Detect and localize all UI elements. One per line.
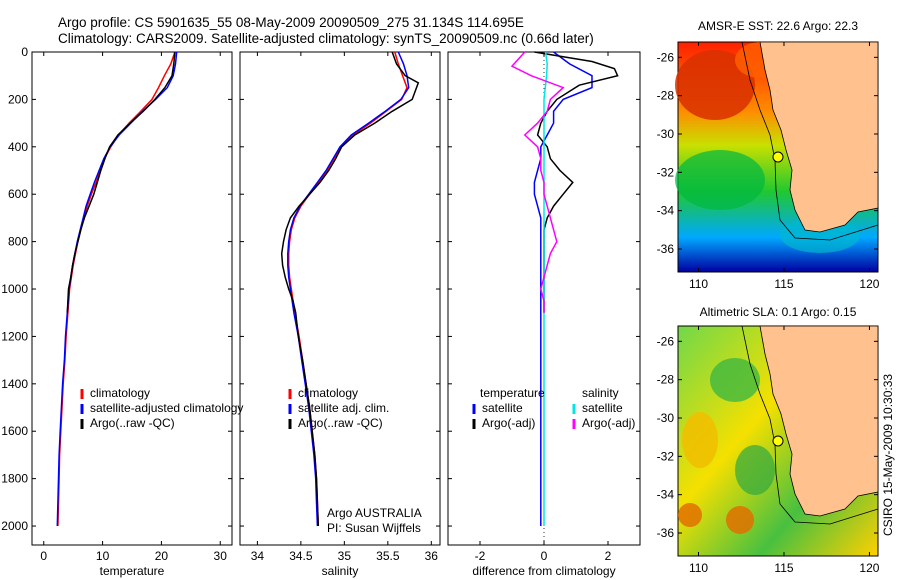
salinity-frame — [239, 51, 441, 546]
x-tick-label: -2 — [475, 549, 486, 563]
altimetric_sla_map-axes: -26 -28 -30 -32 -34 -36 110 115 120 — [657, 326, 880, 575]
x-tick-label: 34.5 — [289, 549, 313, 563]
series-line — [534, 51, 619, 313]
series-line — [287, 51, 410, 527]
map-x-tick-label: 115 — [774, 561, 793, 575]
legend-label: satellite adj. clim. — [298, 401, 389, 415]
sst-warm-patch — [675, 50, 755, 120]
header-title-line2: Climatology: CARS2009. Satellite-adjuste… — [58, 31, 594, 46]
series-line — [57, 51, 176, 527]
series-line — [280, 51, 420, 527]
x-tick-label: 20 — [155, 549, 169, 563]
map-x-tick-label: 120 — [859, 561, 879, 575]
salinity-panel: 34 34.5 35 35.5 36 salinity climatologysatelli… — [239, 51, 441, 578]
legend-label: Argo(-adj) — [582, 416, 635, 430]
side-label: CSIRO 15-May-2009 10:30:33 — [881, 374, 895, 536]
y-tick-label: 1200 — [1, 329, 28, 343]
map-y-tick-label: -34 — [657, 204, 675, 218]
sla-high-patch — [678, 503, 702, 527]
legend-label: Argo(-adj) — [482, 416, 535, 430]
y-tick-label: 1600 — [1, 424, 28, 438]
header-title-line1: Argo profile: CS 5901635_55 08-May-2009 … — [58, 15, 524, 30]
sla-map: Altimetric SLA: 0.1 Argo: 0.15 — [677, 305, 879, 557]
legend-header: temperature — [480, 386, 545, 400]
temperature-xlabel: temperature — [100, 564, 165, 578]
sla-land — [759, 325, 879, 517]
map-y-tick-label: -28 — [657, 373, 675, 387]
map-y-tick-label: -32 — [657, 165, 675, 179]
temperature-frame — [31, 51, 233, 546]
x-tick-label: 35 — [338, 549, 352, 563]
x-tick-label: 2 — [605, 549, 612, 563]
annotation-text: PI: Susan Wijffels — [327, 521, 421, 535]
series-line — [533, 51, 593, 526]
legend-label: climatology — [90, 386, 150, 400]
y-tick-label: 1800 — [1, 472, 28, 486]
x-tick-label: 30 — [214, 549, 228, 563]
sla-low-patch — [710, 358, 760, 402]
map-y-tick-label: -34 — [657, 488, 675, 502]
map-y-tick-label: -28 — [657, 89, 675, 103]
sst-map: AMSR-E SST: 22.6 Argo: 22.3 — [675, 19, 879, 273]
legend-label: climatology — [298, 386, 358, 400]
map-y-tick-label: -30 — [657, 411, 675, 425]
sst-land — [759, 41, 879, 233]
map-x-tick-label: 120 — [859, 277, 879, 291]
series-line — [66, 51, 176, 313]
annotation-text: Argo AUSTRALIA — [327, 506, 422, 520]
y-tick-label: 600 — [8, 187, 28, 201]
y-tick-label: 1000 — [1, 282, 28, 296]
temperature-panel: 0 200 400 600 800 1000 1200 1400 1600 1800 2000 0 10… — [1, 45, 243, 578]
map-x-tick-label: 110 — [689, 277, 708, 291]
amsre_sst_map-axes: -26 -28 -30 -32 -34 -36 110 115 120 — [657, 42, 880, 291]
x-tick-label: 36 — [425, 549, 439, 563]
sst-shelf-contour — [741, 41, 879, 241]
legend-label: Argo(..raw -QC) — [90, 416, 175, 430]
difference-xlabel: difference from climatology — [472, 564, 615, 578]
map-y-tick-label: -36 — [657, 526, 675, 540]
map-y-tick-label: -32 — [657, 449, 675, 463]
x-tick-label: 0 — [541, 549, 548, 563]
x-tick-label: 10 — [96, 549, 110, 563]
series-line — [287, 51, 408, 527]
map-y-tick-label: -26 — [657, 334, 675, 348]
sst-map-title: AMSR-E SST: 22.6 Argo: 22.3 — [698, 19, 858, 33]
y-tick-label: 1400 — [1, 377, 28, 391]
map-y-tick-label: -30 — [657, 127, 675, 141]
series-line — [543, 51, 548, 526]
series-line — [510, 51, 565, 313]
sla-shelf-contour — [741, 325, 879, 525]
sla-high-patch — [682, 412, 718, 468]
sla-high-patch — [726, 506, 754, 534]
sla-low-patch — [735, 445, 775, 495]
y-tick-label: 400 — [8, 140, 28, 154]
x-tick-label: 34 — [251, 549, 265, 563]
y-tick-label: 200 — [8, 92, 28, 106]
legend-header: salinity — [582, 386, 619, 400]
sla-argo-marker — [772, 435, 784, 447]
y-tick-label: 2000 — [1, 519, 28, 533]
map-y-tick-label: -26 — [657, 50, 675, 64]
legend-label: Argo(..raw -QC) — [298, 416, 383, 430]
sst-argo-marker — [772, 151, 784, 163]
salinity-xlabel: salinity — [322, 564, 359, 578]
x-tick-label: 0 — [40, 549, 47, 563]
map-x-tick-label: 110 — [689, 561, 708, 575]
map-y-tick-label: -36 — [657, 242, 675, 256]
legend-label: satellite-adjusted climatology — [90, 401, 243, 415]
y-tick-label: 800 — [8, 235, 28, 249]
y-tick-label: 0 — [21, 45, 28, 59]
legend-label: satellite — [482, 401, 523, 415]
sst-cool-patch — [675, 150, 765, 210]
legend-label: satellite — [582, 401, 623, 415]
sla-map-title: Altimetric SLA: 0.1 Argo: 0.15 — [700, 305, 857, 319]
map-x-tick-label: 115 — [774, 277, 793, 291]
series-line — [56, 51, 178, 527]
x-tick-label: 35.5 — [376, 549, 400, 563]
